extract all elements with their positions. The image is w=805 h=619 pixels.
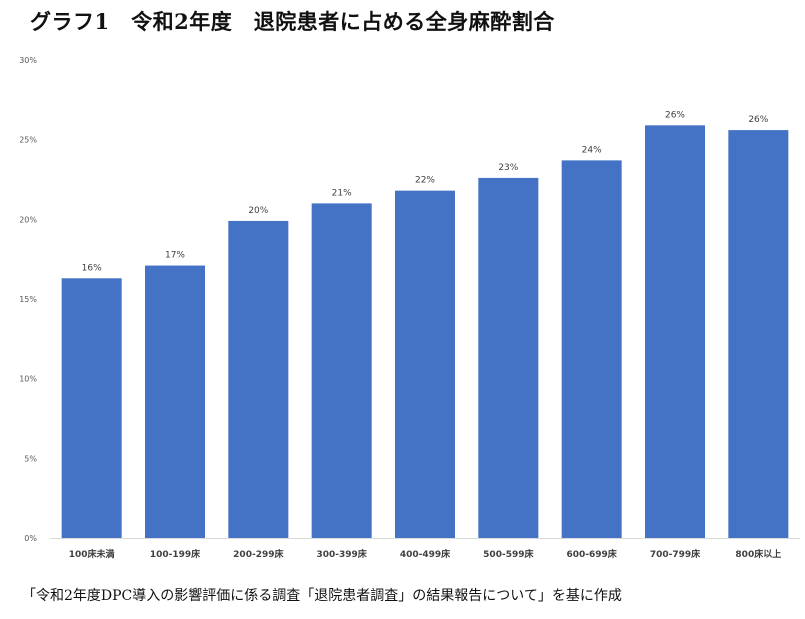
bars [61,125,789,539]
data-label: 24% [582,145,602,155]
y-tick-label: 15% [19,295,37,304]
x-tick-label: 500-599床 [483,548,534,560]
bar [61,278,122,538]
data-label: 22% [415,176,435,186]
x-tick-label: 200-299床 [233,548,284,560]
data-label: 26% [665,110,685,120]
x-tick-label: 100床未満 [69,548,115,560]
x-tick-label: 800床以上 [735,548,781,560]
y-tick-label: 0% [24,534,37,543]
y-tick-label: 5% [24,454,37,463]
data-label: 17% [165,251,185,261]
x-tick-label: 100-199床 [150,548,201,560]
bar [728,130,789,538]
bar [145,265,205,538]
data-label: 16% [82,263,102,273]
x-axis: 100床未満 100-199床 200-299床 300-399床 400-499床 50… [50,538,800,560]
y-tick-label: 10% [19,375,37,384]
y-tick-label: 30% [19,56,37,65]
data-label: 20% [248,206,268,216]
x-tick-label: 300-399床 [317,548,368,560]
bar [561,160,622,538]
y-axis: 0% 5% 10% 15% 20% 25% 30% [19,56,37,543]
y-tick-label: 25% [19,136,37,145]
y-tick-label: 20% [19,215,37,224]
bar [478,177,539,538]
x-tick-label: 400-499床 [400,548,451,560]
x-tick-label: 600-699床 [567,548,618,560]
data-label: 26% [748,115,768,125]
chart-title: グラフ1 令和2年度 退院患者に占める全身麻酔割合 [30,9,555,34]
bar-chart: 0% 5% 10% 15% 20% 25% 30% 16% 17% 20% 21% 22% 23% 24… [19,56,800,560]
bar [645,125,705,539]
bar [228,220,289,538]
data-labels: 16% 17% 20% 21% 22% 23% 24% 26% 26% [82,110,769,273]
data-label: 21% [332,188,352,198]
bar [395,190,455,539]
x-tick-label: 700-799床 [650,548,701,560]
data-label: 23% [498,163,518,173]
bar [311,203,372,538]
source-note: 「令和2年度DPC導入の影響評価に係る調査「退院患者調査」の結果報告について」を… [22,588,622,604]
